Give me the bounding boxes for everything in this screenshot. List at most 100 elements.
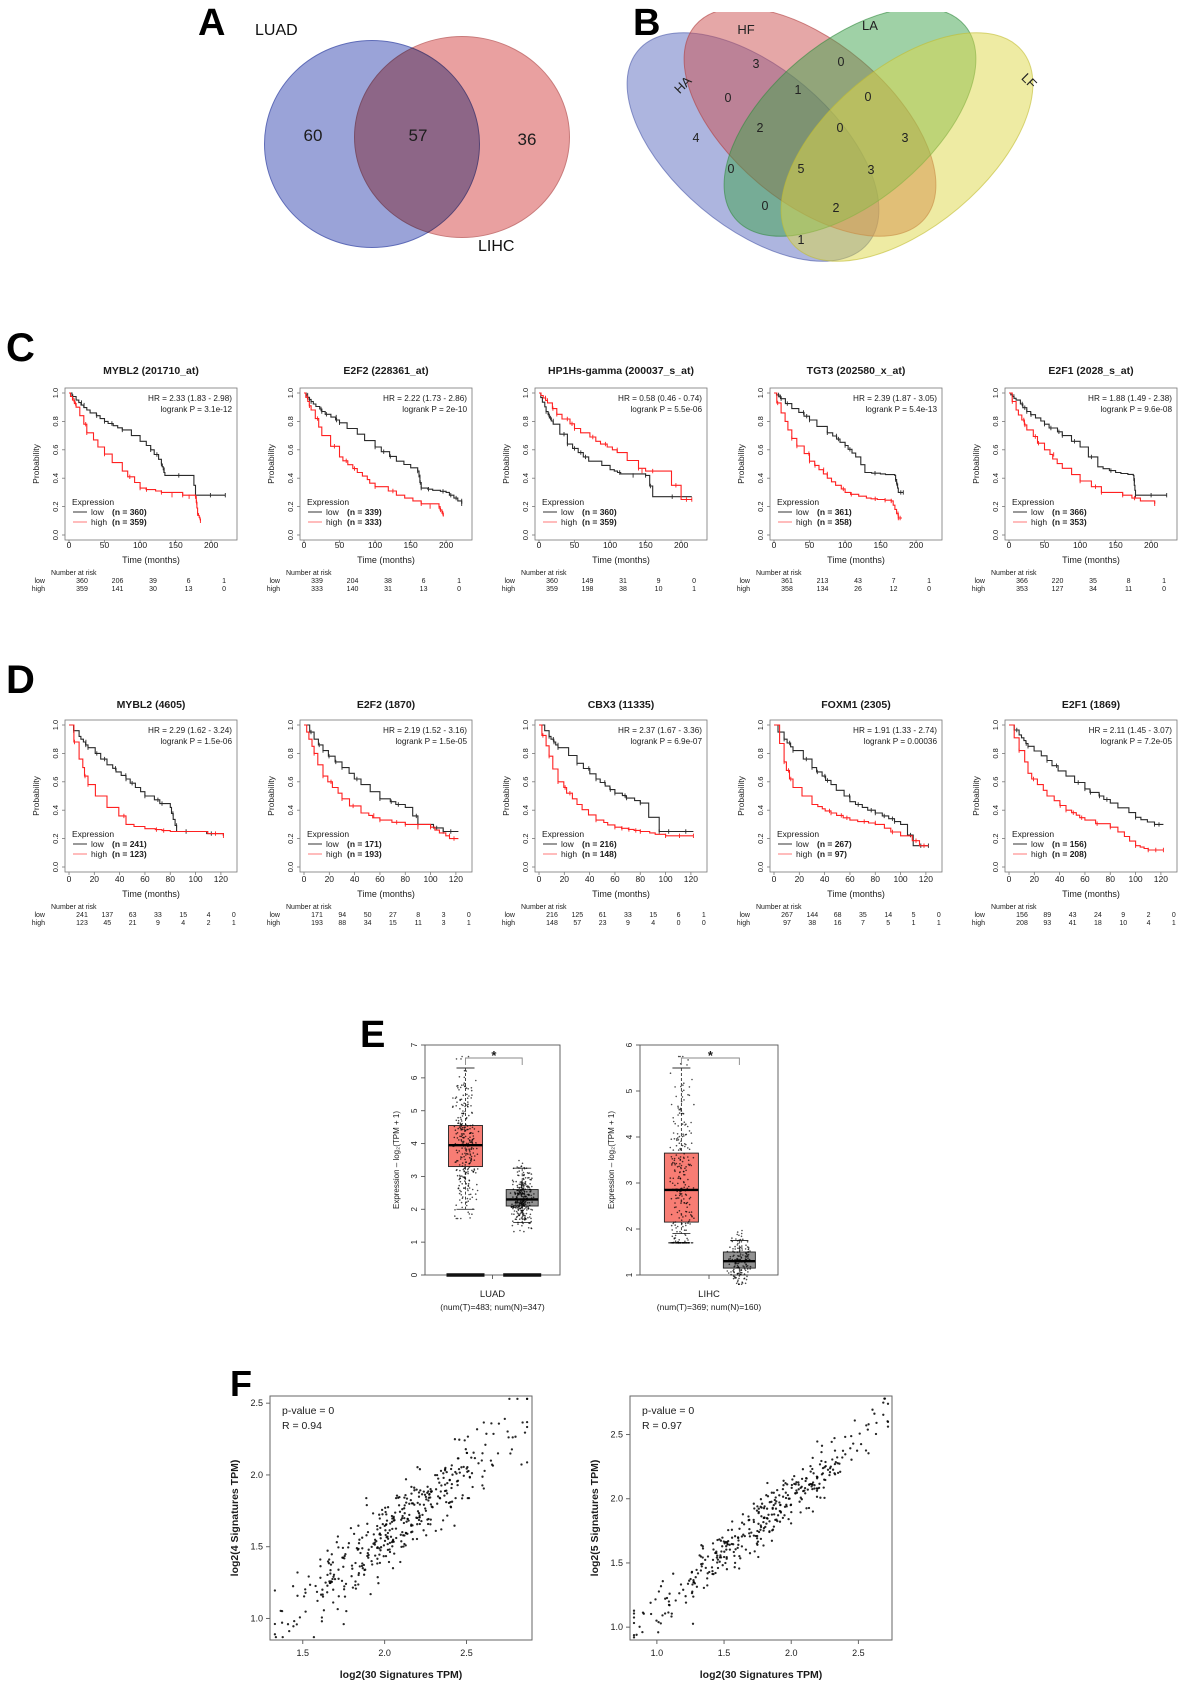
p-value-text: p-value = 0	[642, 1405, 694, 1417]
jitter-point	[670, 1213, 673, 1216]
jitter-point	[455, 1058, 458, 1060]
jitter-point	[462, 1196, 464, 1198]
data-point	[329, 1569, 332, 1572]
jitter-point	[686, 1187, 689, 1190]
venn-count-la-lf: 0	[865, 90, 872, 104]
jitter-point	[470, 1089, 473, 1092]
y-tick-label: 1.0	[521, 720, 530, 730]
jitter-point	[467, 1211, 470, 1213]
risk-label-low: low	[739, 578, 750, 585]
jitter-point	[453, 1125, 456, 1128]
y-tick-label: 0.8	[521, 748, 530, 758]
jitter-point	[671, 1182, 674, 1184]
jitter-point	[473, 1168, 476, 1170]
jitter-point	[684, 1145, 686, 1148]
data-point	[781, 1516, 785, 1520]
panel-b-letter: B	[633, 2, 661, 44]
y-tick-label: 7	[410, 1042, 419, 1047]
venn-count-luad-only: 60	[303, 126, 323, 145]
jitter-point	[736, 1262, 738, 1265]
risk-value-high: 0	[222, 586, 226, 593]
jitter-point	[683, 1153, 685, 1155]
jitter-point	[455, 1096, 458, 1098]
jitter-point	[688, 1130, 691, 1132]
y-tick-label: 0.8	[756, 416, 765, 426]
data-point	[415, 1537, 419, 1541]
jitter-point	[463, 1082, 466, 1084]
plot-frame	[769, 719, 943, 873]
data-point	[319, 1558, 322, 1561]
data-point	[392, 1515, 395, 1518]
data-point	[480, 1459, 483, 1462]
jitter-point	[675, 1227, 677, 1229]
data-point	[416, 1523, 419, 1526]
data-point	[784, 1491, 787, 1494]
jitter-point	[462, 1104, 464, 1107]
jitter-point	[465, 1204, 468, 1207]
data-point	[778, 1520, 782, 1523]
jitter-point	[468, 1095, 470, 1097]
data-point	[302, 1595, 306, 1598]
data-point	[718, 1560, 721, 1563]
hr-text: HR = 2.22 (1.73 - 2.86)	[383, 394, 467, 403]
risk-value-low: 241	[76, 912, 88, 919]
legend-high-n: (n = 358)	[817, 517, 852, 527]
km-curve	[774, 724, 929, 847]
jitter-point	[678, 1194, 681, 1197]
censor-marks	[778, 392, 904, 495]
risk-value-low: 24	[1094, 912, 1102, 919]
data-point	[378, 1547, 381, 1550]
jitter-point	[467, 1106, 469, 1108]
data-point	[332, 1588, 335, 1591]
km-title: E2F2 (228361_at)	[343, 365, 428, 377]
jitter-point	[464, 1145, 467, 1147]
jitter-point	[680, 1200, 683, 1203]
data-point	[418, 1516, 421, 1519]
jitter-point	[517, 1189, 520, 1191]
jitter-point	[460, 1217, 462, 1220]
data-point	[406, 1517, 409, 1521]
data-point	[813, 1487, 816, 1490]
jitter-point	[467, 1088, 470, 1090]
jitter-point	[738, 1234, 740, 1237]
data-point	[738, 1567, 741, 1570]
jitter-point	[745, 1252, 748, 1255]
jitter-point	[689, 1223, 691, 1225]
jitter-point	[460, 1201, 463, 1204]
y-axis-label: Expression – log₂(TPM + 1)	[607, 1111, 616, 1209]
jitter-point	[521, 1211, 524, 1214]
data-point	[425, 1534, 428, 1537]
data-point	[336, 1607, 339, 1611]
data-point	[329, 1580, 333, 1583]
data-point	[464, 1448, 467, 1451]
data-point	[765, 1516, 769, 1520]
jitter-point	[744, 1255, 747, 1257]
data-point	[379, 1537, 382, 1540]
data-point	[757, 1530, 761, 1534]
y-tick-label: 1.0	[991, 388, 1000, 398]
data-point	[411, 1530, 414, 1533]
data-point	[773, 1513, 776, 1516]
y-tick-label: 0.0	[756, 530, 765, 540]
jitter-point	[526, 1193, 529, 1196]
legend-low-n: (n = 241)	[112, 839, 147, 849]
jitter-point	[669, 1180, 671, 1183]
y-tick-label: 5	[410, 1108, 419, 1113]
jitter-point	[525, 1197, 528, 1200]
jitter-point	[469, 1198, 471, 1200]
jitter-point	[692, 1156, 695, 1159]
jitter-point	[681, 1160, 684, 1163]
data-point	[422, 1503, 426, 1506]
data-point	[424, 1495, 428, 1499]
data-point	[824, 1460, 827, 1464]
jitter-point	[467, 1172, 469, 1175]
data-point	[385, 1513, 388, 1516]
data-point	[393, 1552, 396, 1555]
data-point	[293, 1619, 296, 1623]
jitter-point	[461, 1206, 464, 1209]
jitter-point	[520, 1183, 523, 1185]
data-point	[390, 1514, 394, 1518]
data-point	[732, 1550, 735, 1554]
risk-header: Number at risk	[756, 904, 802, 911]
data-point	[762, 1520, 765, 1524]
